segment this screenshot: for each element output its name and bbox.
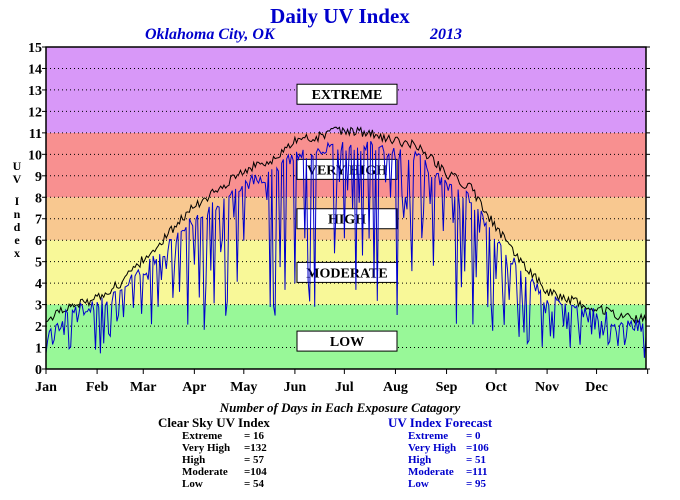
year-label: 2013 xyxy=(430,26,462,43)
band-label-box xyxy=(296,83,398,105)
forecast-row: High = 51 xyxy=(388,454,558,466)
y-tick-label: 3 xyxy=(35,299,42,314)
row-value: =104 xyxy=(244,466,267,478)
y-tick-label: 12 xyxy=(28,105,42,120)
x-tick-label: Dec xyxy=(585,380,608,395)
row-value: =132 xyxy=(244,442,267,454)
forecast-row: Very High =106 xyxy=(388,442,558,454)
summary-title: Number of Days in Each Exposure Catagory xyxy=(219,400,461,415)
band-label: MODERATE xyxy=(306,266,387,281)
y-tick-label: 0 xyxy=(35,363,42,378)
clear-sky-line xyxy=(45,126,647,324)
clear-sky-row: Low = 54 xyxy=(158,478,328,490)
row-label: Moderate xyxy=(182,466,228,478)
row-label: Very High xyxy=(182,442,231,454)
band-label-box xyxy=(296,330,398,352)
y-tick-label: 15 xyxy=(28,41,42,56)
clear-sky-row: Very High =132 xyxy=(158,442,328,454)
forecast-row: Low = 95 xyxy=(388,478,558,490)
forecast-summary: UV Index Forecast Extreme = 0 Very High =1… xyxy=(388,415,558,490)
x-tick-label: Jun xyxy=(284,380,307,395)
y-tick-label: 8 xyxy=(35,191,42,206)
row-label: Extreme xyxy=(182,430,223,442)
forecast-line xyxy=(45,140,647,358)
row-value: = 95 xyxy=(466,478,487,490)
x-tick-label: Jul xyxy=(335,380,354,395)
y-tick-label: 5 xyxy=(35,256,42,271)
y-tick-label: 11 xyxy=(29,127,42,142)
x-tick-label: Sep xyxy=(436,380,458,395)
y-tick-label: 7 xyxy=(35,213,42,228)
row-label: Low xyxy=(408,478,429,490)
row-value: = 57 xyxy=(244,454,265,466)
forecast-row: Extreme = 0 xyxy=(388,430,558,442)
y-tick-label: 14 xyxy=(28,62,42,77)
row-value: = 0 xyxy=(466,430,481,442)
y-tick-label: 9 xyxy=(35,170,42,185)
y-tick-label: 13 xyxy=(28,84,42,99)
band-label: EXTREME xyxy=(312,88,383,103)
y-tick-label: 6 xyxy=(35,234,42,249)
row-value: = 51 xyxy=(466,454,487,466)
x-tick-label: Jan xyxy=(35,380,57,395)
x-tick-label: May xyxy=(230,380,257,395)
x-tick-label: Apr xyxy=(182,380,206,395)
row-label: High xyxy=(408,454,432,466)
row-value: = 16 xyxy=(244,430,265,442)
row-label: Extreme xyxy=(408,430,449,442)
plot-frame xyxy=(45,46,647,370)
x-tick-label: Nov xyxy=(535,380,559,395)
y-tick-label: 4 xyxy=(35,277,42,292)
x-tick-label: Feb xyxy=(86,380,109,395)
x-tick-label: Aug xyxy=(383,380,408,395)
clear-sky-row: High = 57 xyxy=(158,454,328,466)
location-label: Oklahoma City, OK xyxy=(145,26,275,43)
x-tick-label: Mar xyxy=(130,380,156,395)
band-label: LOW xyxy=(330,335,364,350)
x-tick-label: Oct xyxy=(485,380,507,395)
row-value: = 54 xyxy=(244,478,265,490)
clear-sky-heading: Clear Sky UV Index xyxy=(158,415,270,430)
row-label: Very High xyxy=(408,442,457,454)
y-tick-label: 2 xyxy=(35,320,42,335)
forecast-row: Moderate =111 xyxy=(388,466,558,478)
y-tick-label: 10 xyxy=(28,148,42,163)
clear-sky-row: Extreme = 16 xyxy=(158,430,328,442)
clear-sky-row: Moderate =104 xyxy=(158,466,328,478)
row-label: Low xyxy=(182,478,203,490)
row-label: High xyxy=(182,454,206,466)
band-label-box xyxy=(296,208,398,230)
forecast-heading: UV Index Forecast xyxy=(388,415,493,430)
row-value: =106 xyxy=(466,442,489,454)
row-value: =111 xyxy=(466,466,488,478)
row-label: Moderate xyxy=(408,466,454,478)
uv-chart: 0123456789101112131415LOWMODERATEHIGHVER… xyxy=(28,41,650,395)
clear-sky-summary: Clear Sky UV Index Extreme = 16 Very High… xyxy=(158,415,328,490)
y-tick-label: 1 xyxy=(35,342,42,357)
chart-title: Daily UV Index xyxy=(270,4,410,28)
